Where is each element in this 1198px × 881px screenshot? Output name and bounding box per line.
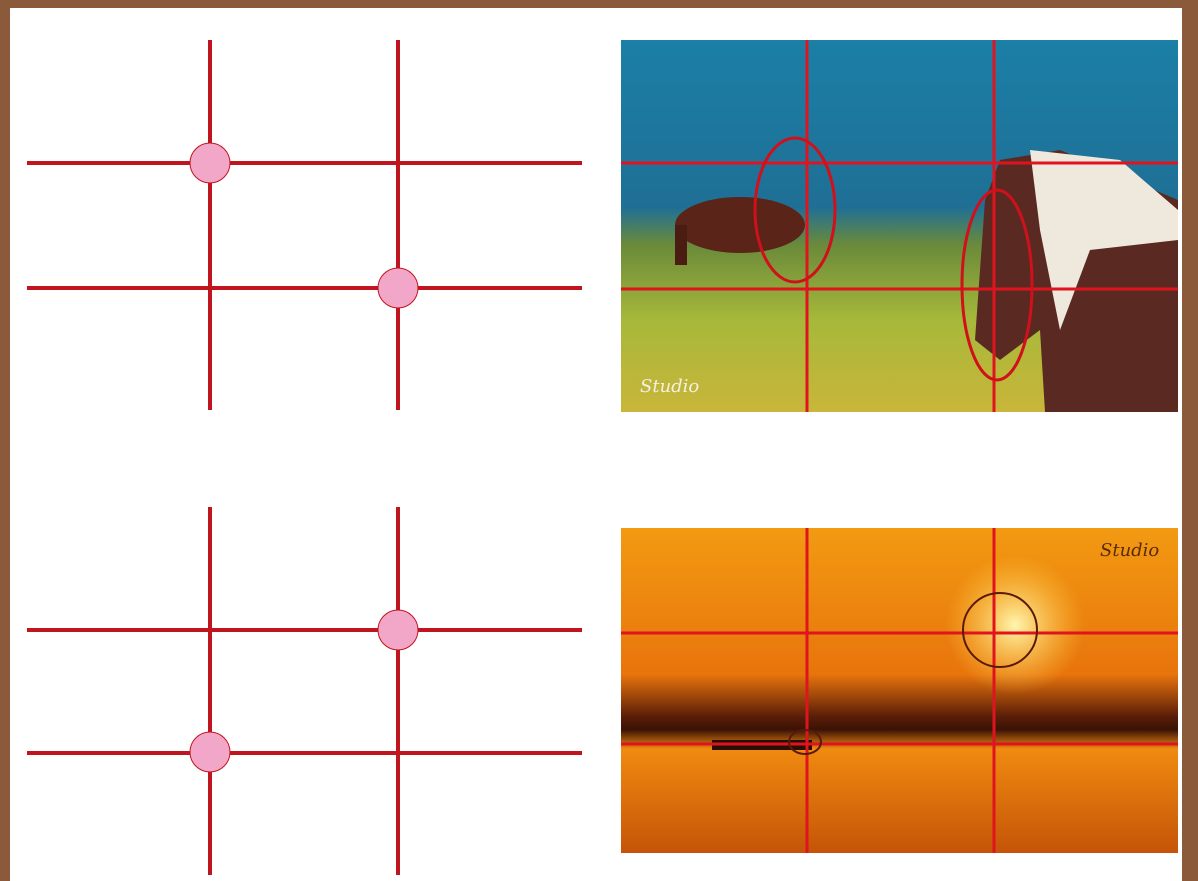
focus-point — [378, 268, 418, 308]
watermark: Studio — [640, 376, 699, 397]
horse-photo: Studio — [621, 40, 1178, 412]
watermark: Studio — [1100, 540, 1159, 561]
sunset-photo: Studio — [621, 528, 1178, 853]
focus-point — [378, 610, 418, 650]
focus-point — [190, 143, 230, 183]
page: Studio Studio (() => { const data = JSON… — [0, 0, 1198, 881]
focus-point — [190, 732, 230, 772]
rule-of-thirds-figure: Studio Studio — [0, 0, 1198, 881]
